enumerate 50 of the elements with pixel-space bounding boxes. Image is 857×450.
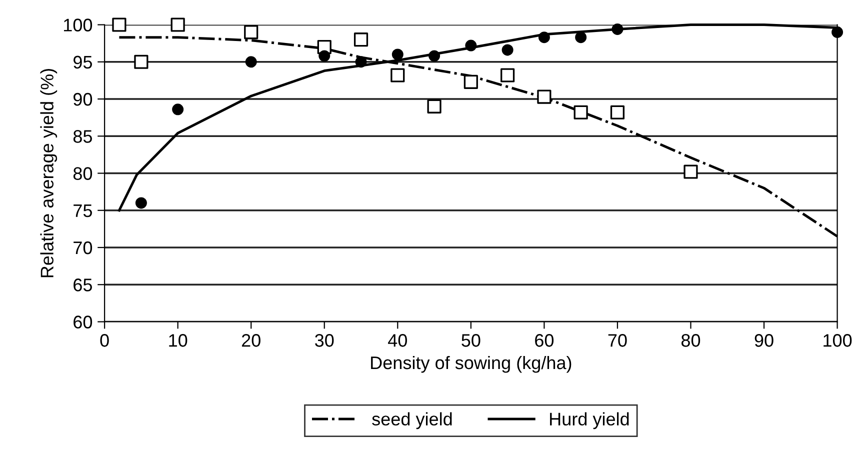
point — [612, 23, 624, 35]
x-tick-label: 40 — [388, 334, 407, 347]
y-tick-label: 80 — [73, 167, 92, 180]
point — [684, 164, 698, 179]
x-tick-label: 50 — [462, 334, 480, 347]
x-tick-label: 60 — [535, 334, 554, 347]
point — [538, 32, 550, 44]
y-tick-label: 75 — [74, 204, 92, 218]
y-tick-label: 100 — [64, 18, 92, 32]
point — [610, 105, 625, 120]
point — [170, 18, 185, 32]
point — [354, 32, 368, 47]
y-tick-label: 95 — [74, 56, 92, 69]
point — [245, 56, 257, 68]
point — [428, 50, 440, 62]
x-tick-label: 10 — [169, 334, 188, 347]
x-axis-title: Density of sowing (kg/ha) — [371, 356, 572, 373]
point — [574, 105, 588, 120]
point — [112, 18, 126, 32]
legend-label: seed yield — [372, 412, 452, 430]
y-tick-label: 65 — [74, 278, 92, 292]
y-axis-title: Relative average yield (%) — [40, 68, 58, 278]
x-tick-label: 0 — [100, 334, 109, 347]
point — [390, 68, 405, 82]
y-tick-label: 60 — [74, 316, 92, 328]
y-tick-label: 90 — [74, 92, 92, 106]
x-tick-label: 80 — [681, 334, 700, 347]
point — [392, 48, 404, 60]
x-tick-label: 20 — [242, 334, 260, 347]
point — [465, 40, 477, 52]
x-tick-label: 70 — [608, 334, 627, 347]
point — [537, 90, 552, 104]
point — [244, 25, 258, 40]
point — [172, 104, 184, 116]
y-tick-label: 85 — [73, 130, 92, 143]
point — [427, 99, 442, 114]
y-tick-label: 70 — [74, 241, 92, 254]
point — [355, 56, 367, 68]
x-tick-label: 30 — [315, 334, 334, 347]
point — [135, 197, 147, 209]
point — [318, 50, 330, 62]
x-tick-label: 100 — [824, 334, 852, 347]
legend-label: Hurd yield — [550, 412, 629, 430]
point — [502, 44, 514, 56]
point — [464, 74, 478, 89]
x-tick-label: 90 — [754, 334, 774, 347]
point — [134, 54, 148, 69]
point — [500, 68, 515, 82]
point — [832, 26, 844, 38]
point — [575, 32, 587, 44]
